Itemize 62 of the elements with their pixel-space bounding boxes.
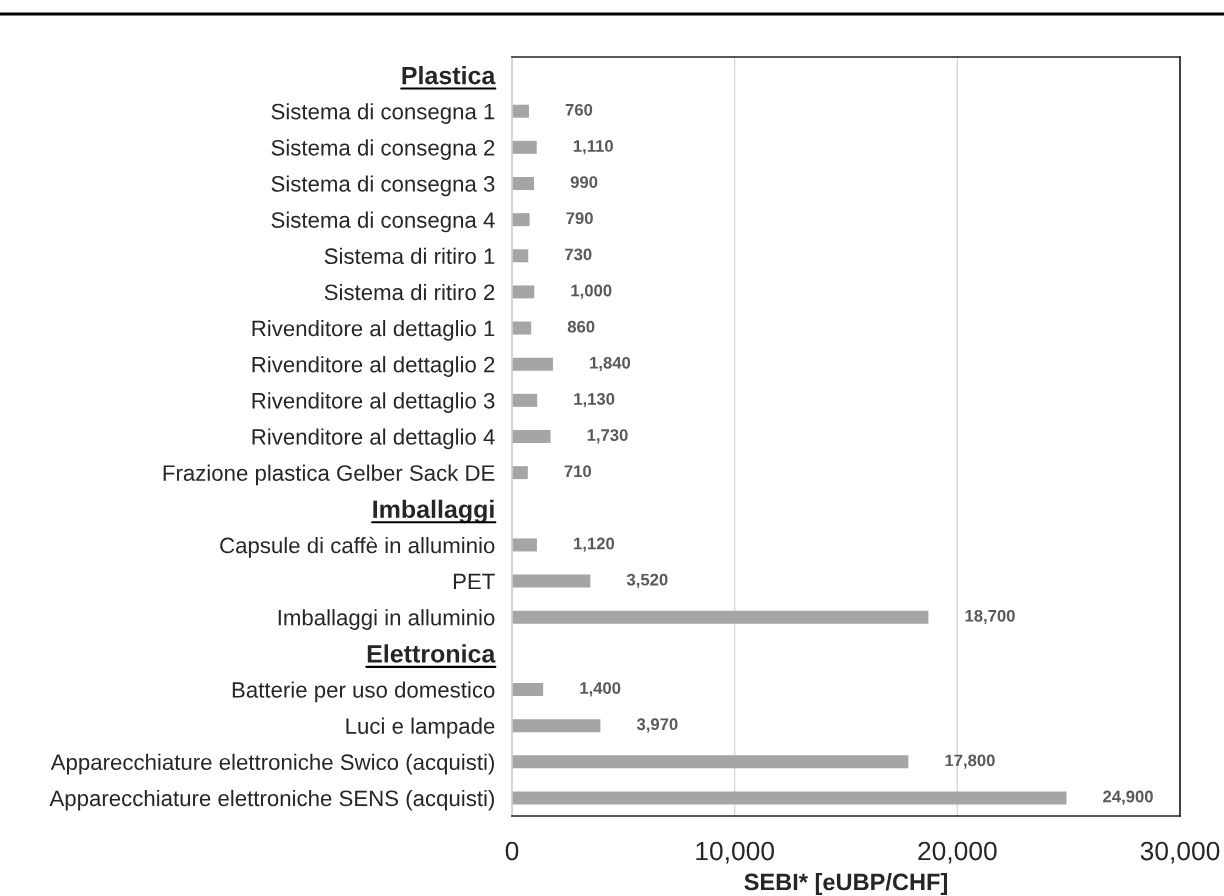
bar	[512, 574, 591, 588]
bar	[512, 755, 909, 769]
data-label: 710	[564, 465, 592, 478]
data-label: 1,730	[587, 429, 628, 444]
data-label: 18,700	[965, 609, 1015, 625]
y-tick-label: Frazione plastica Gelber Sack DE	[163, 464, 495, 486]
y-tick-label: Rivenditore al dettaglio 2	[252, 356, 495, 377]
y-tick-label: Luci e lampade	[346, 717, 495, 739]
bar	[512, 213, 530, 227]
bar	[512, 104, 529, 118]
bar	[512, 249, 529, 263]
bar	[512, 321, 532, 335]
y-tick-label: Sistema di consegna 2	[271, 139, 495, 161]
bar	[512, 682, 544, 697]
y-tick-label: Batterie per uso domestico	[232, 681, 495, 703]
y-tick-label: Sistema di consegna 1	[271, 103, 495, 124]
y-tick-label: Capsule di caffè in alluminio	[220, 536, 495, 558]
bar	[512, 791, 1067, 805]
bar	[512, 429, 551, 444]
bar	[512, 466, 528, 480]
bar	[512, 285, 535, 299]
y-tick-label: Rivenditore al dettaglio 1	[252, 320, 495, 341]
bar	[512, 719, 601, 733]
data-label: 1,400	[580, 682, 621, 697]
bar	[512, 393, 538, 407]
bar	[512, 176, 535, 191]
data-label: 1,120	[574, 537, 615, 552]
y-tick-label: Sistema di ritiro 2	[324, 283, 495, 301]
bar	[512, 538, 537, 552]
data-label: 860	[567, 320, 595, 333]
data-label: 990	[570, 176, 598, 188]
y-tick-label: Imballaggi in alluminio	[278, 609, 495, 630]
data-label: 24,900	[1103, 790, 1153, 805]
y-tick-label: Elettronica	[367, 644, 496, 663]
y-tick-label: Rivenditore al dettaglio 4	[252, 428, 495, 450]
data-label: 1,130	[574, 393, 615, 408]
bar	[512, 140, 537, 154]
data-label: 3,970	[636, 718, 678, 733]
y-tick-label: Apparecchiature elettroniche SENS (acquisti)	[49, 789, 494, 811]
x-tick-label: 30,000	[1140, 841, 1220, 864]
x-tick-label: 0	[505, 841, 519, 861]
data-label: 17,800	[945, 754, 995, 769]
data-label: 3,520	[626, 573, 668, 588]
data-label: 1,000	[571, 284, 612, 299]
bar	[512, 610, 929, 624]
y-tick-label: Sistema di consegna 4	[271, 211, 495, 233]
data-label: 1,840	[590, 356, 631, 372]
data-label: 1,110	[573, 140, 613, 155]
x-tick-label: 10,000	[696, 841, 774, 864]
y-tick-label: Rivenditore al dettaglio 3	[252, 392, 495, 414]
y-tick-label: Imballaggi	[373, 499, 494, 524]
y-tick-label: PET	[453, 573, 495, 590]
y-tick-label: Sistema di consegna 3	[271, 175, 495, 197]
bar	[512, 357, 553, 371]
x-tick-label: 20,000	[918, 841, 997, 864]
x-axis-title: SEBI* [eUBP/CHF]	[744, 873, 947, 896]
data-label: 730	[565, 248, 592, 261]
data-label: 760	[565, 103, 593, 116]
data-label: 790	[566, 212, 593, 225]
y-tick-label: Plastica	[402, 66, 496, 85]
y-tick-label: Apparecchiature elettroniche Swico (acquisti)	[50, 753, 494, 775]
y-tick-label: Sistema di ritiro 1	[324, 247, 495, 265]
